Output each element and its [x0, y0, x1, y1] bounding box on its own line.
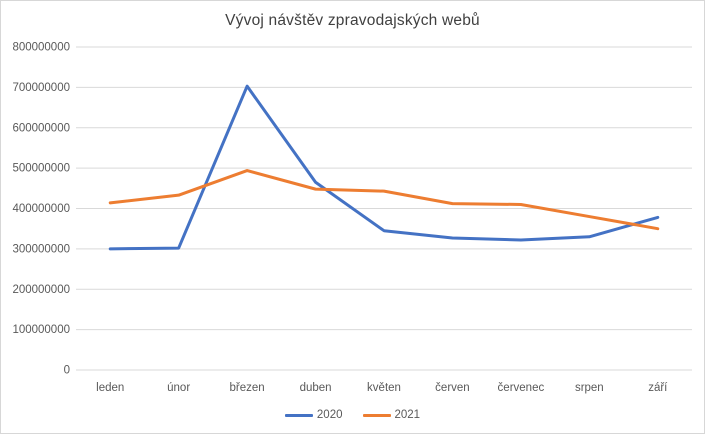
x-axis-tick-label: březen: [230, 382, 265, 394]
x-axis-tick-label: srpen: [575, 382, 604, 394]
y-axis-tick-label: 700000000: [12, 82, 70, 94]
chart-legend: 2020 2021: [1, 409, 704, 421]
y-axis-tick-label: 500000000: [12, 163, 70, 175]
legend-label-2020: 2020: [316, 409, 343, 421]
x-axis-tick-label: září: [648, 382, 668, 394]
y-axis-tick-label: 800000000: [12, 42, 70, 54]
series-line-2021: [108, 169, 660, 231]
legend-label-2021: 2021: [394, 409, 421, 421]
x-axis-tick-label: duben: [300, 382, 332, 394]
line-swatch-2021-icon: [362, 413, 391, 417]
y-axis-tick-label: 200000000: [12, 284, 70, 296]
x-axis-tick-label: červen: [435, 382, 470, 394]
x-axis-tick-label: leden: [96, 382, 124, 394]
legend-item-2020: 2020: [284, 409, 343, 421]
line-swatch-2020-icon: [284, 413, 313, 417]
x-axis-tick-label: květen: [367, 382, 401, 394]
chart-title: Vývoj návštěv zpravodajských webů: [225, 12, 480, 29]
x-axis-tick-label: únor: [167, 382, 190, 394]
y-axis-tick-label: 400000000: [12, 203, 70, 215]
y-axis-tick-label: 0: [64, 365, 70, 377]
x-axis-tick-label: červenec: [498, 382, 545, 394]
legend-item-2021: 2021: [362, 409, 421, 421]
y-axis-tick-label: 300000000: [12, 243, 70, 255]
series-line-2020: [108, 84, 660, 251]
y-axis-tick-label: 600000000: [12, 122, 70, 134]
y-axis-tick-label: 100000000: [12, 324, 70, 336]
